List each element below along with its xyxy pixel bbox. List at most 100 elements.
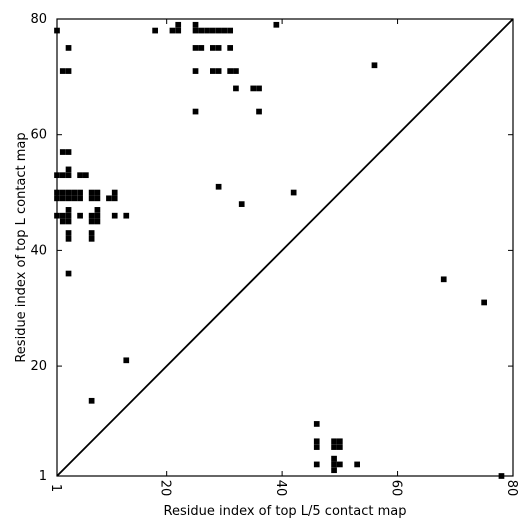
x-axis-label: Residue index of top L/5 contact map <box>164 504 407 519</box>
contact-point <box>192 45 199 51</box>
x-tick-label: 20 <box>158 480 173 497</box>
x-tick-label: 60 <box>389 480 404 497</box>
y-tick-label: 80 <box>30 12 47 27</box>
contact-point <box>65 189 72 196</box>
contact-point <box>54 27 60 34</box>
contact-point <box>111 189 118 196</box>
contact-point <box>169 27 176 34</box>
axis-ticks: 1 20 40 60 80 1 20 40 60 80 <box>30 12 519 496</box>
x-tick-label: 1 <box>48 484 63 492</box>
contact-point <box>204 27 210 34</box>
contact-point <box>77 172 83 179</box>
contact-point <box>59 212 66 219</box>
contact-point <box>233 68 239 74</box>
contact-point <box>77 189 83 196</box>
contact-point <box>71 195 78 202</box>
contact-point <box>331 455 337 462</box>
contact-point <box>111 212 118 219</box>
contact-point <box>59 195 66 202</box>
contact-point <box>192 27 199 34</box>
contact-point <box>59 172 66 179</box>
contact-point <box>65 166 72 173</box>
contact-point <box>227 27 234 34</box>
contact-point <box>65 149 72 155</box>
contact-point <box>313 444 320 450</box>
contact-point <box>59 218 66 225</box>
contact-point <box>94 189 101 196</box>
contact-point <box>336 438 343 445</box>
contact-point <box>256 108 262 115</box>
contact-point <box>54 212 60 219</box>
contact-point <box>331 444 337 450</box>
contact-point <box>221 27 228 34</box>
contact-point <box>481 299 487 306</box>
contact-point <box>65 212 72 219</box>
contact-point <box>331 467 337 474</box>
contact-point <box>331 438 337 445</box>
contact-point <box>250 85 257 92</box>
contact-point <box>65 218 72 225</box>
contact-point <box>313 421 320 427</box>
contact-point <box>88 218 95 225</box>
contact-point <box>215 183 222 190</box>
contact-point <box>123 212 130 219</box>
contact-point <box>198 27 205 34</box>
x-tick-label: 80 <box>504 480 519 497</box>
lower-contacts <box>313 421 505 479</box>
plot-frame <box>56 18 514 477</box>
contact-point <box>106 195 112 202</box>
contact-point <box>77 195 83 202</box>
contact-point <box>88 189 95 196</box>
contact-point <box>192 108 199 115</box>
contact-point <box>227 68 234 74</box>
contact-point <box>94 195 101 202</box>
contact-point <box>88 397 95 404</box>
contact-point <box>215 45 222 51</box>
contact-point <box>94 218 101 225</box>
contact-point <box>313 438 320 445</box>
contact-point <box>354 461 360 468</box>
contact-point <box>192 21 199 28</box>
contact-point <box>65 235 72 242</box>
contact-point <box>123 357 130 364</box>
x-tick-label: 40 <box>273 480 288 497</box>
contact-point <box>65 207 72 213</box>
y-tick-label: 60 <box>30 128 47 143</box>
contact-point <box>88 230 95 236</box>
contact-point <box>290 189 297 196</box>
y-axis-label: Residue index of top L contact map <box>14 132 29 362</box>
contact-point <box>65 230 72 236</box>
y-tick-label: 20 <box>30 359 47 374</box>
upper-contacts <box>54 21 487 404</box>
contact-point <box>273 21 280 28</box>
contact-point <box>77 212 83 219</box>
contact-point <box>371 62 378 69</box>
contact-point <box>54 189 60 196</box>
contact-point <box>336 444 343 450</box>
contact-point <box>152 27 158 34</box>
plot-area <box>54 18 514 479</box>
contact-point <box>215 27 222 34</box>
diagonal-line <box>56 18 514 477</box>
contact-point <box>65 195 72 202</box>
contact-point <box>336 461 343 468</box>
contact-point <box>59 149 66 155</box>
contact-point <box>210 27 216 34</box>
contact-point <box>210 45 216 51</box>
contact-point <box>71 189 78 196</box>
contact-point <box>88 212 95 219</box>
contact-point <box>59 68 66 74</box>
contact-point <box>256 85 262 92</box>
contact-point <box>227 45 234 51</box>
contact-point <box>192 68 199 74</box>
contact-point <box>440 276 447 283</box>
contact-point <box>94 207 101 213</box>
contact-point <box>88 195 95 202</box>
contact-point <box>65 45 72 51</box>
contact-point <box>65 270 72 277</box>
contact-point <box>65 68 72 74</box>
contact-point <box>215 68 222 74</box>
contact-point <box>54 195 60 202</box>
contact-point <box>54 172 60 179</box>
